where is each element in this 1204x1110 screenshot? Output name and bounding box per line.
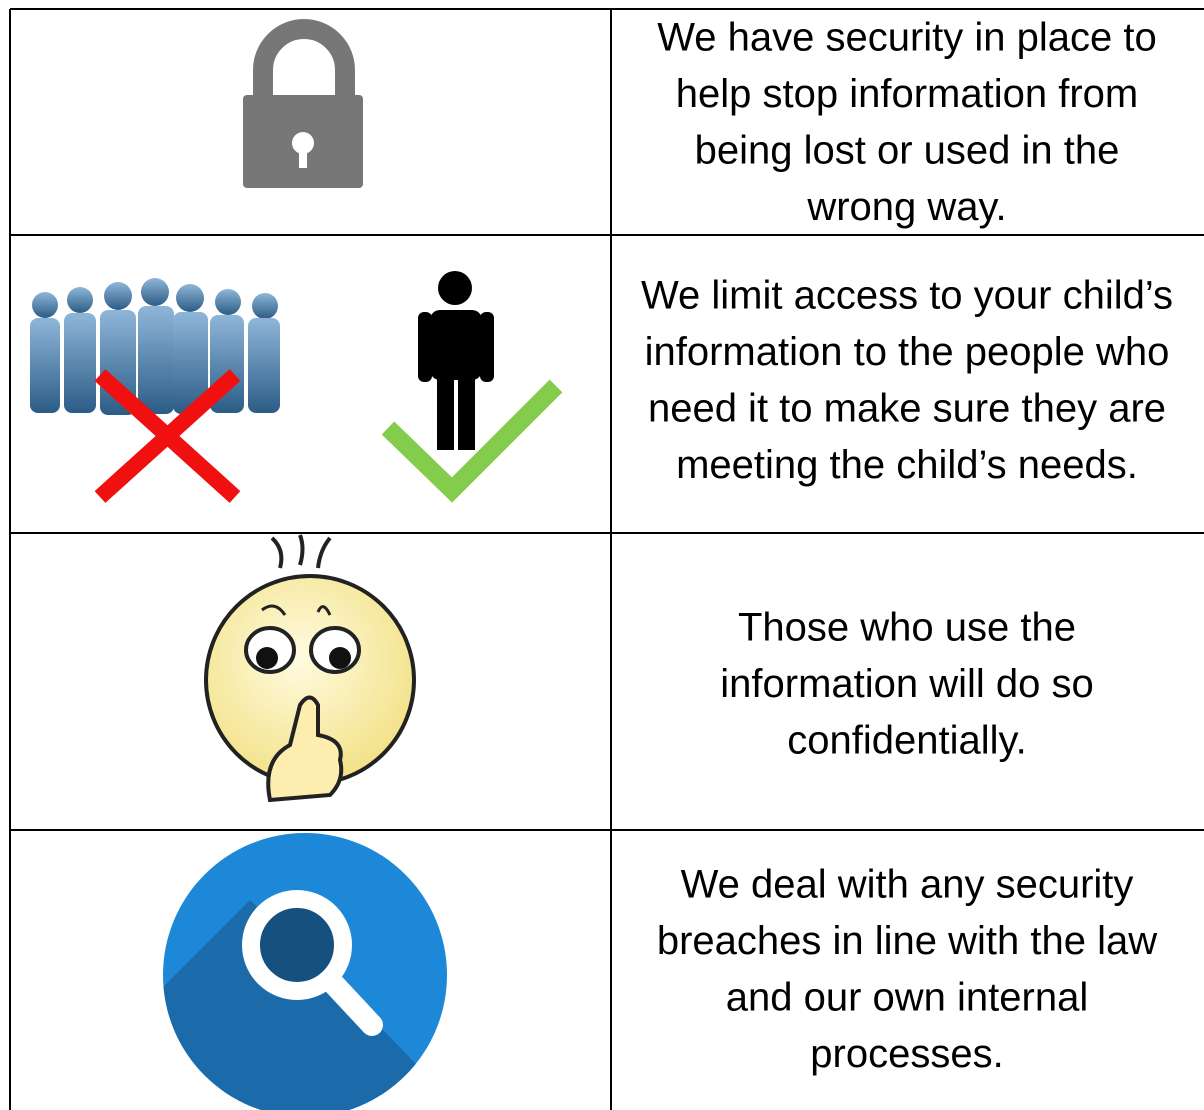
description-line: We have security in place to: [657, 16, 1157, 60]
description-line: help stop information from: [676, 72, 1138, 116]
green-check: [381, 379, 563, 503]
description-line: information will do so: [720, 662, 1094, 706]
search-icon: [163, 833, 447, 1110]
description-line: Those who use the: [738, 606, 1076, 650]
description-line: and our own internal: [726, 976, 1088, 1020]
description-line: breaches in line with the law: [657, 919, 1157, 963]
shush-face-icon: [204, 534, 416, 803]
description-line: being lost or used in the: [695, 129, 1120, 173]
description-line: wrong way.: [806, 185, 1006, 229]
description-line: processes.: [810, 1032, 1003, 1076]
description-line: We deal with any security: [681, 863, 1134, 907]
crowd-icon: [30, 278, 280, 415]
description-line: meeting the child’s needs.: [676, 443, 1138, 487]
padlock-icon: [243, 19, 363, 188]
person-icon: [418, 271, 494, 450]
description-line: need it to make sure they are: [648, 387, 1166, 431]
description-line: We limit access to your child’s: [641, 274, 1173, 318]
description-line: information to the people who: [645, 330, 1170, 374]
text-column: We have security in place to help stop in…: [641, 16, 1173, 1077]
description-line: confidentially.: [787, 719, 1026, 763]
red-cross: [94, 369, 241, 503]
